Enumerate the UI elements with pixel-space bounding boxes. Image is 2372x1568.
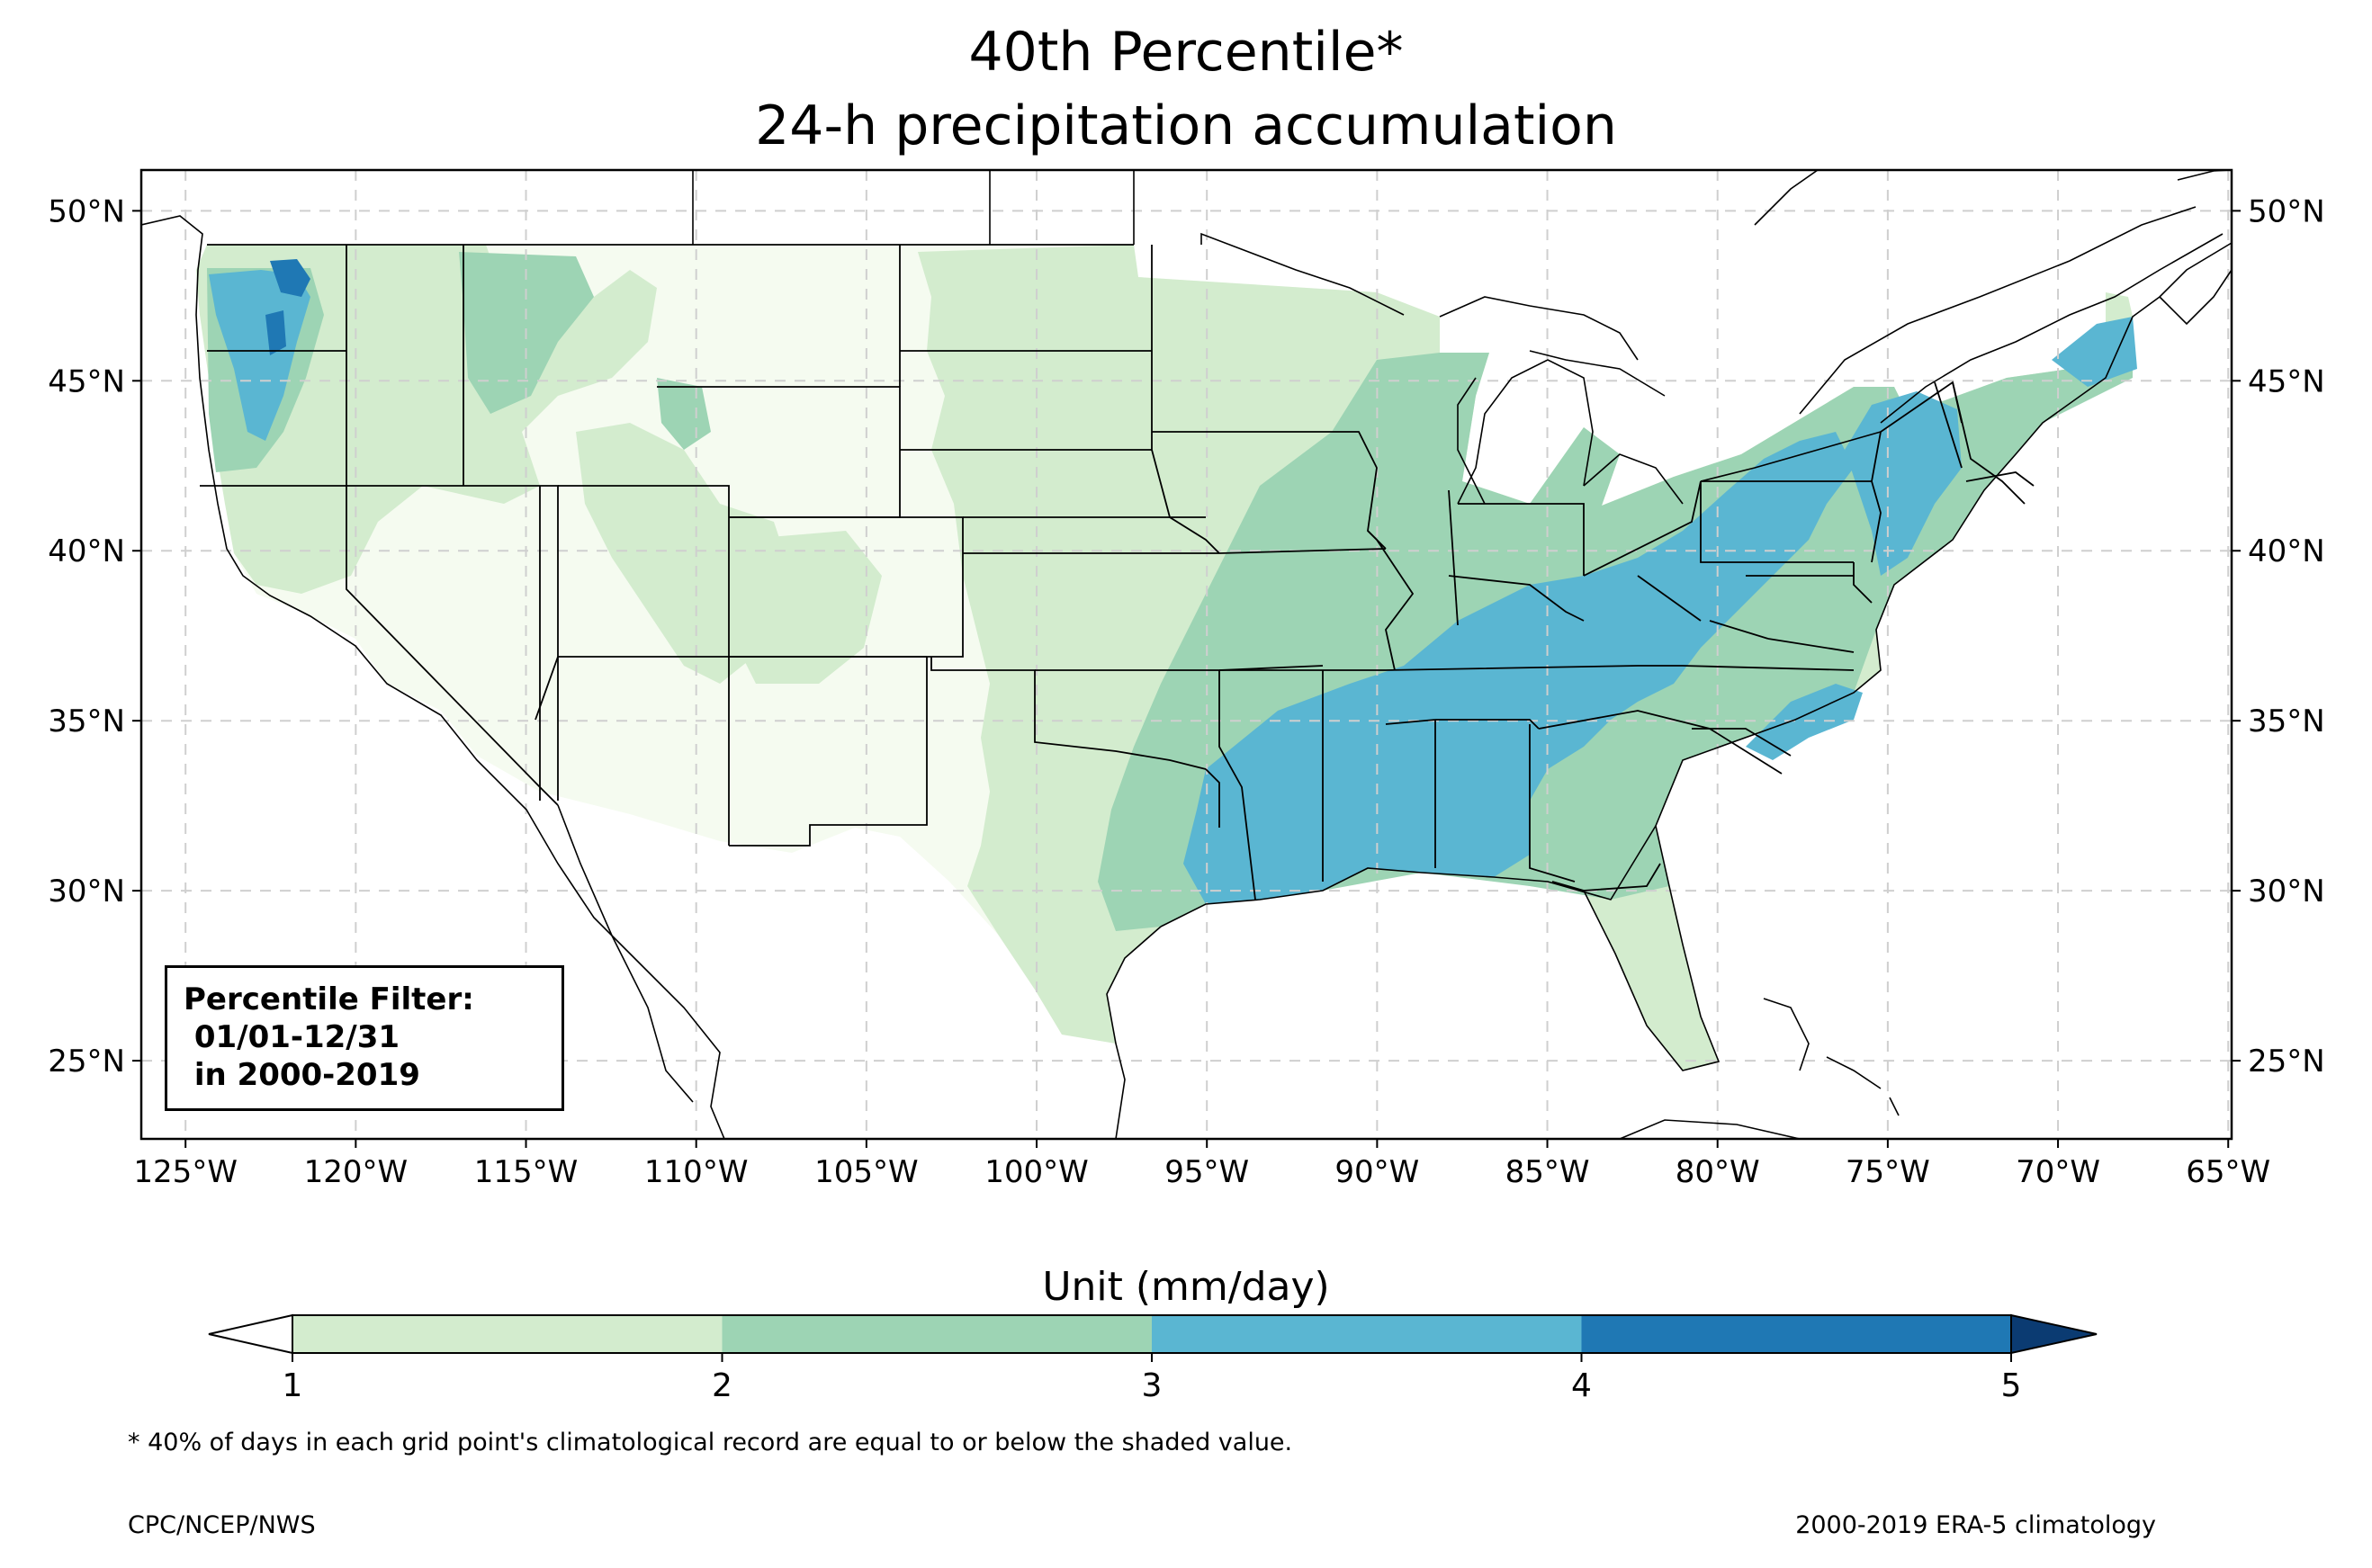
axis-ticks: 125°W 120°W 115°W 110°W 105°W 100°W 95°W 90°W 85… [48, 193, 2324, 1190]
lat-tick-label-right: 40°N [2248, 533, 2325, 569]
chart-title: 40th Percentile* [968, 21, 1404, 84]
filter-line-1: Percentile Filter: [184, 981, 474, 1017]
lat-tick-label-right: 35°N [2248, 703, 2325, 739]
colorbar-segment [1152, 1315, 1582, 1353]
region-3-4-pnw [209, 270, 310, 441]
region-3-4-maine [2052, 317, 2137, 387]
lon-tick-label: 100°W [984, 1154, 1089, 1190]
lon-tick-label: 65°W [2186, 1154, 2270, 1190]
lon-tick-label: 95°W [1164, 1154, 1249, 1190]
colorbar-tick-label: 1 [283, 1367, 303, 1404]
lon-tick-label: 110°W [644, 1154, 749, 1190]
lon-tick-label: 105°W [814, 1154, 919, 1190]
lon-tick-label: 115°W [474, 1154, 579, 1190]
colorbar-extend-max [2010, 1313, 2098, 1355]
filter-line-2: 01/01-12/31 [184, 1019, 400, 1055]
colorbar-tick-label: 3 [1142, 1367, 1163, 1404]
state-boundaries [200, 244, 2035, 900]
lon-tick-label: 125°W [133, 1154, 238, 1190]
region-1-2-colorado [729, 531, 882, 684]
lat-tick-label-left: 25°N [48, 1044, 125, 1080]
lat-tick-label-left: 45°N [48, 363, 125, 399]
region-4-5-pnw [270, 259, 310, 297]
credit-right: 2000-2019 ERA-5 climatology [1795, 1511, 2156, 1539]
region-4-5-olympic [265, 310, 286, 355]
colorbar: 1 2 3 4 5 [208, 1313, 2098, 1404]
colorbar-segment [292, 1315, 723, 1353]
lat-tick-label-right: 30°N [2248, 874, 2325, 909]
chart-subtitle: 24-h precipitation accumulation [755, 94, 1617, 157]
lat-tick-label-left: 30°N [48, 874, 125, 909]
lat-tick-label-left: 40°N [48, 533, 125, 569]
lon-tick-label: 75°W [1846, 1154, 1930, 1190]
lat-tick-label-left: 50°N [48, 193, 125, 229]
lon-tick-label: 80°W [1676, 1154, 1760, 1190]
lat-tick-label-right: 50°N [2248, 193, 2325, 229]
coastlines [141, 170, 2232, 1139]
footnote: * 40% of days in each grid point's clima… [128, 1429, 1293, 1456]
region-2-3-wyoming [657, 378, 711, 450]
credit-left: CPC/NCEP/NWS [128, 1511, 316, 1539]
map-gridlines [141, 170, 2232, 1139]
filter-line-3: in 2000-2019 [184, 1057, 420, 1093]
colorbar-title: Unit (mm/day) [1042, 1264, 1330, 1310]
colorbar-extend-min [208, 1313, 293, 1355]
precipitation-shading [196, 245, 2137, 1071]
colorbar-segment [1581, 1315, 2011, 1353]
lat-tick-label-right: 25°N [2248, 1044, 2325, 1080]
lon-tick-label: 90°W [1334, 1154, 1419, 1190]
lat-tick-label-left: 35°N [48, 703, 125, 739]
lat-tick-label-right: 45°N [2248, 363, 2325, 399]
lon-tick-label: 85°W [1505, 1154, 1590, 1190]
map-frame [139, 168, 2233, 1141]
colorbar-tick-label: 2 [712, 1367, 732, 1404]
colorbar-tick-label: 5 [2001, 1367, 2022, 1404]
region-3-4-northeast [1845, 391, 1962, 576]
colorbar-tick-label: 4 [1571, 1367, 1592, 1404]
percentile-filter-box: Percentile Filter: 01/01-12/31 in 2000-2… [165, 965, 564, 1111]
colorbar-segment [722, 1315, 1152, 1353]
lon-tick-label: 70°W [2016, 1154, 2100, 1190]
lon-tick-label: 120°W [304, 1154, 409, 1190]
